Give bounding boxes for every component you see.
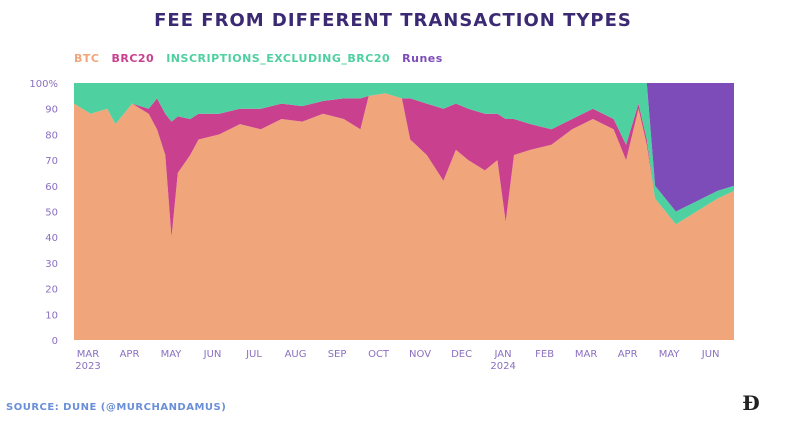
x-tick-label: SEP — [328, 349, 347, 360]
x-tick-label: MAR — [77, 349, 99, 360]
x-tick-label: JUL — [245, 349, 262, 360]
x-tick-label: MAY — [659, 349, 681, 360]
area-series-btc — [74, 93, 734, 340]
y-tick-label: 0 — [52, 336, 58, 347]
x-tick-label: MAY — [161, 349, 183, 360]
area-series-inscriptions — [74, 83, 734, 225]
x-tick-label: FEB — [535, 349, 554, 360]
y-tick-label: 70 — [45, 156, 58, 167]
source-note: SOURCE: DUNE (@MURCHANDAMUS) — [6, 402, 227, 413]
x-tick-label: JUN — [701, 349, 720, 360]
legend-item-brc20: BRC20 — [111, 52, 155, 65]
x-tick-label: OCT — [368, 349, 390, 360]
y-tick-label: 80 — [45, 130, 58, 141]
legend-item-btc: BTC — [74, 52, 100, 65]
y-axis-ticks: 0 10 20 30 40 50 60 70 80 90 100% — [29, 79, 58, 347]
area-layers — [74, 83, 734, 340]
y-tick-label: 40 — [45, 233, 58, 244]
publisher-logo-icon: Đ — [742, 391, 760, 415]
y-tick-label: 30 — [45, 259, 58, 270]
y-tick-label: 100% — [29, 79, 58, 90]
x-tick-year-label: 2023 — [75, 361, 100, 372]
y-tick-label: 10 — [45, 310, 58, 321]
x-tick-year-label: 2024 — [490, 361, 515, 372]
chart-legend: BTC BRC20 INSCRIPTIONS_EXCLUDING_BRC20 R… — [74, 52, 443, 65]
chart-title: FEE FROM DIFFERENT TRANSACTION TYPES — [154, 10, 632, 31]
x-tick-label: MAR — [575, 349, 597, 360]
area-series-runes — [74, 83, 734, 212]
y-tick-label: 60 — [45, 182, 58, 193]
area-series-brc20 — [74, 93, 734, 238]
legend-item-inscriptions: INSCRIPTIONS_EXCLUDING_BRC20 — [166, 52, 391, 65]
x-tick-label: JUN — [203, 349, 222, 360]
x-tick-label: DEC — [451, 349, 472, 360]
x-tick-label: JAN — [494, 349, 512, 360]
y-tick-label: 90 — [45, 105, 58, 116]
y-tick-label: 20 — [45, 285, 58, 296]
legend-item-runes: Runes — [402, 52, 443, 65]
y-tick-label: 50 — [45, 208, 58, 219]
x-tick-label: APR — [120, 349, 140, 360]
x-tick-label: NOV — [409, 349, 431, 360]
x-tick-label: AUG — [285, 349, 307, 360]
x-tick-label: APR — [618, 349, 638, 360]
